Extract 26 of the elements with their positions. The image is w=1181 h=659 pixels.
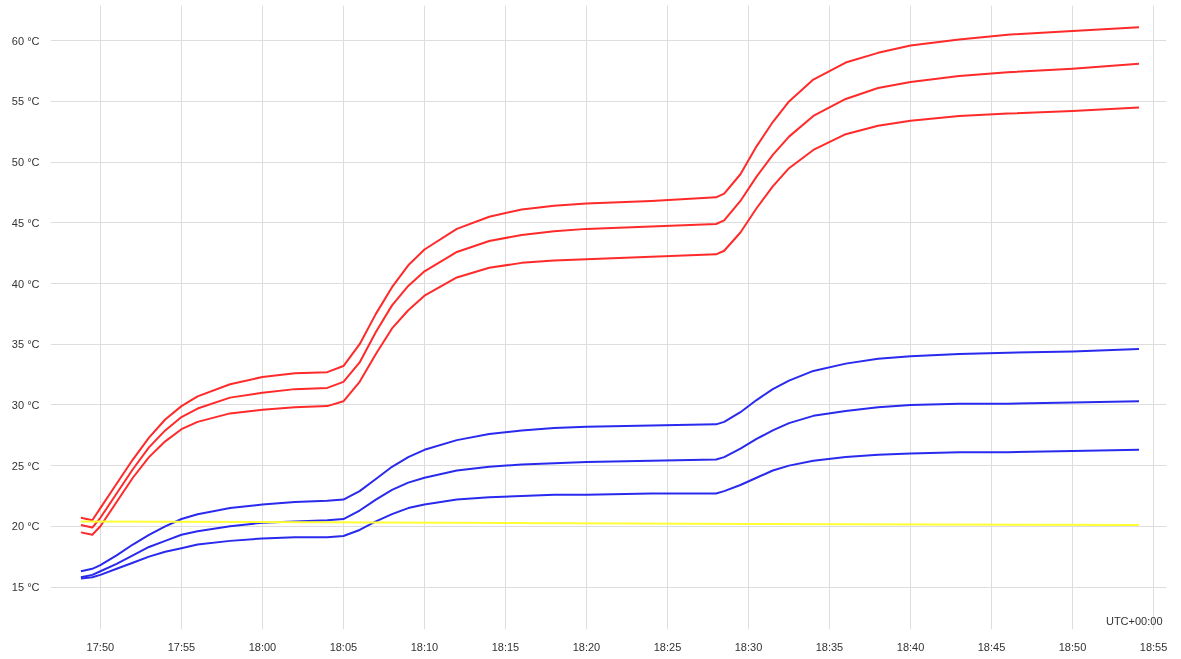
x-tick-label: 18:25 — [653, 640, 682, 653]
x-tick-label: 17:50 — [86, 640, 115, 653]
y-tick-label: 45 °C — [11, 216, 40, 229]
x-tick-label: 18:45 — [977, 640, 1006, 653]
y-tick-label: 40 °C — [11, 277, 40, 290]
x-tick-label: 18:50 — [1058, 640, 1087, 653]
y-tick-label: 20 °C — [11, 520, 40, 533]
x-tick-label: 18:20 — [572, 640, 601, 653]
x-tick-label: 18:35 — [815, 640, 844, 653]
line-series — [79, 348, 1140, 573]
x-tick-label: 17:55 — [167, 640, 196, 653]
y-tick-label: 25 °C — [11, 459, 40, 472]
x-tick-label: 18:10 — [410, 640, 439, 653]
x-tick-label: 18:05 — [329, 640, 358, 653]
x-tick-label: 18:55 — [1139, 640, 1168, 653]
annotation: UTC+00:00 — [1105, 614, 1163, 627]
y-tick-label: 35 °C — [11, 338, 40, 351]
x-tick-label: 18:30 — [734, 640, 763, 653]
y-tick-label: 30 °C — [11, 398, 40, 411]
y-tick-label: 50 °C — [11, 156, 40, 169]
x-tick-label: 18:40 — [896, 640, 925, 653]
x-tick-label: 18:15 — [491, 640, 520, 653]
x-tick-label: 18:00 — [248, 640, 277, 653]
y-tick-label: 60 °C — [11, 34, 40, 47]
y-tick-label: 15 °C — [11, 581, 40, 594]
y-tick-label: 55 °C — [11, 95, 40, 108]
